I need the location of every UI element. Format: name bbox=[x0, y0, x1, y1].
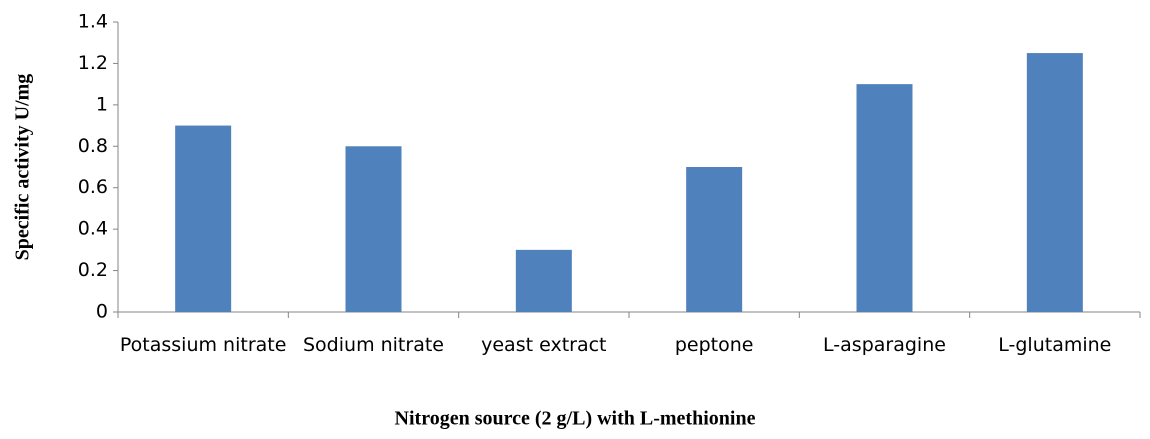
y-tick-label: 0 bbox=[96, 301, 108, 323]
bar bbox=[515, 249, 572, 312]
bar bbox=[1026, 53, 1083, 312]
y-tick-label: 0.2 bbox=[78, 259, 108, 281]
bar bbox=[856, 84, 913, 313]
bar bbox=[686, 167, 743, 312]
x-tick-label: L-asparagine bbox=[823, 334, 946, 356]
x-tick-label: Sodium nitrate bbox=[303, 334, 444, 356]
x-tick-label: L-glutamine bbox=[998, 334, 1112, 356]
bar bbox=[345, 146, 402, 312]
y-tick-label: 0.8 bbox=[78, 135, 108, 157]
y-tick-label: 0.6 bbox=[78, 176, 108, 198]
x-axis-title: Nitrogen source (2 g/L) with L-methionin… bbox=[395, 408, 756, 430]
y-axis-title: Specific activity U/mg bbox=[12, 74, 34, 261]
x-tick-label: peptone bbox=[674, 334, 754, 356]
y-tick-label: 1 bbox=[96, 93, 108, 115]
bar bbox=[175, 125, 232, 312]
y-tick-label: 1.2 bbox=[78, 52, 108, 74]
y-tick-label: 0.4 bbox=[78, 218, 108, 240]
x-tick-label: yeast extract bbox=[481, 334, 607, 356]
y-tick-label: 1.4 bbox=[78, 11, 108, 33]
x-tick-label: Potassium nitrate bbox=[119, 334, 287, 356]
